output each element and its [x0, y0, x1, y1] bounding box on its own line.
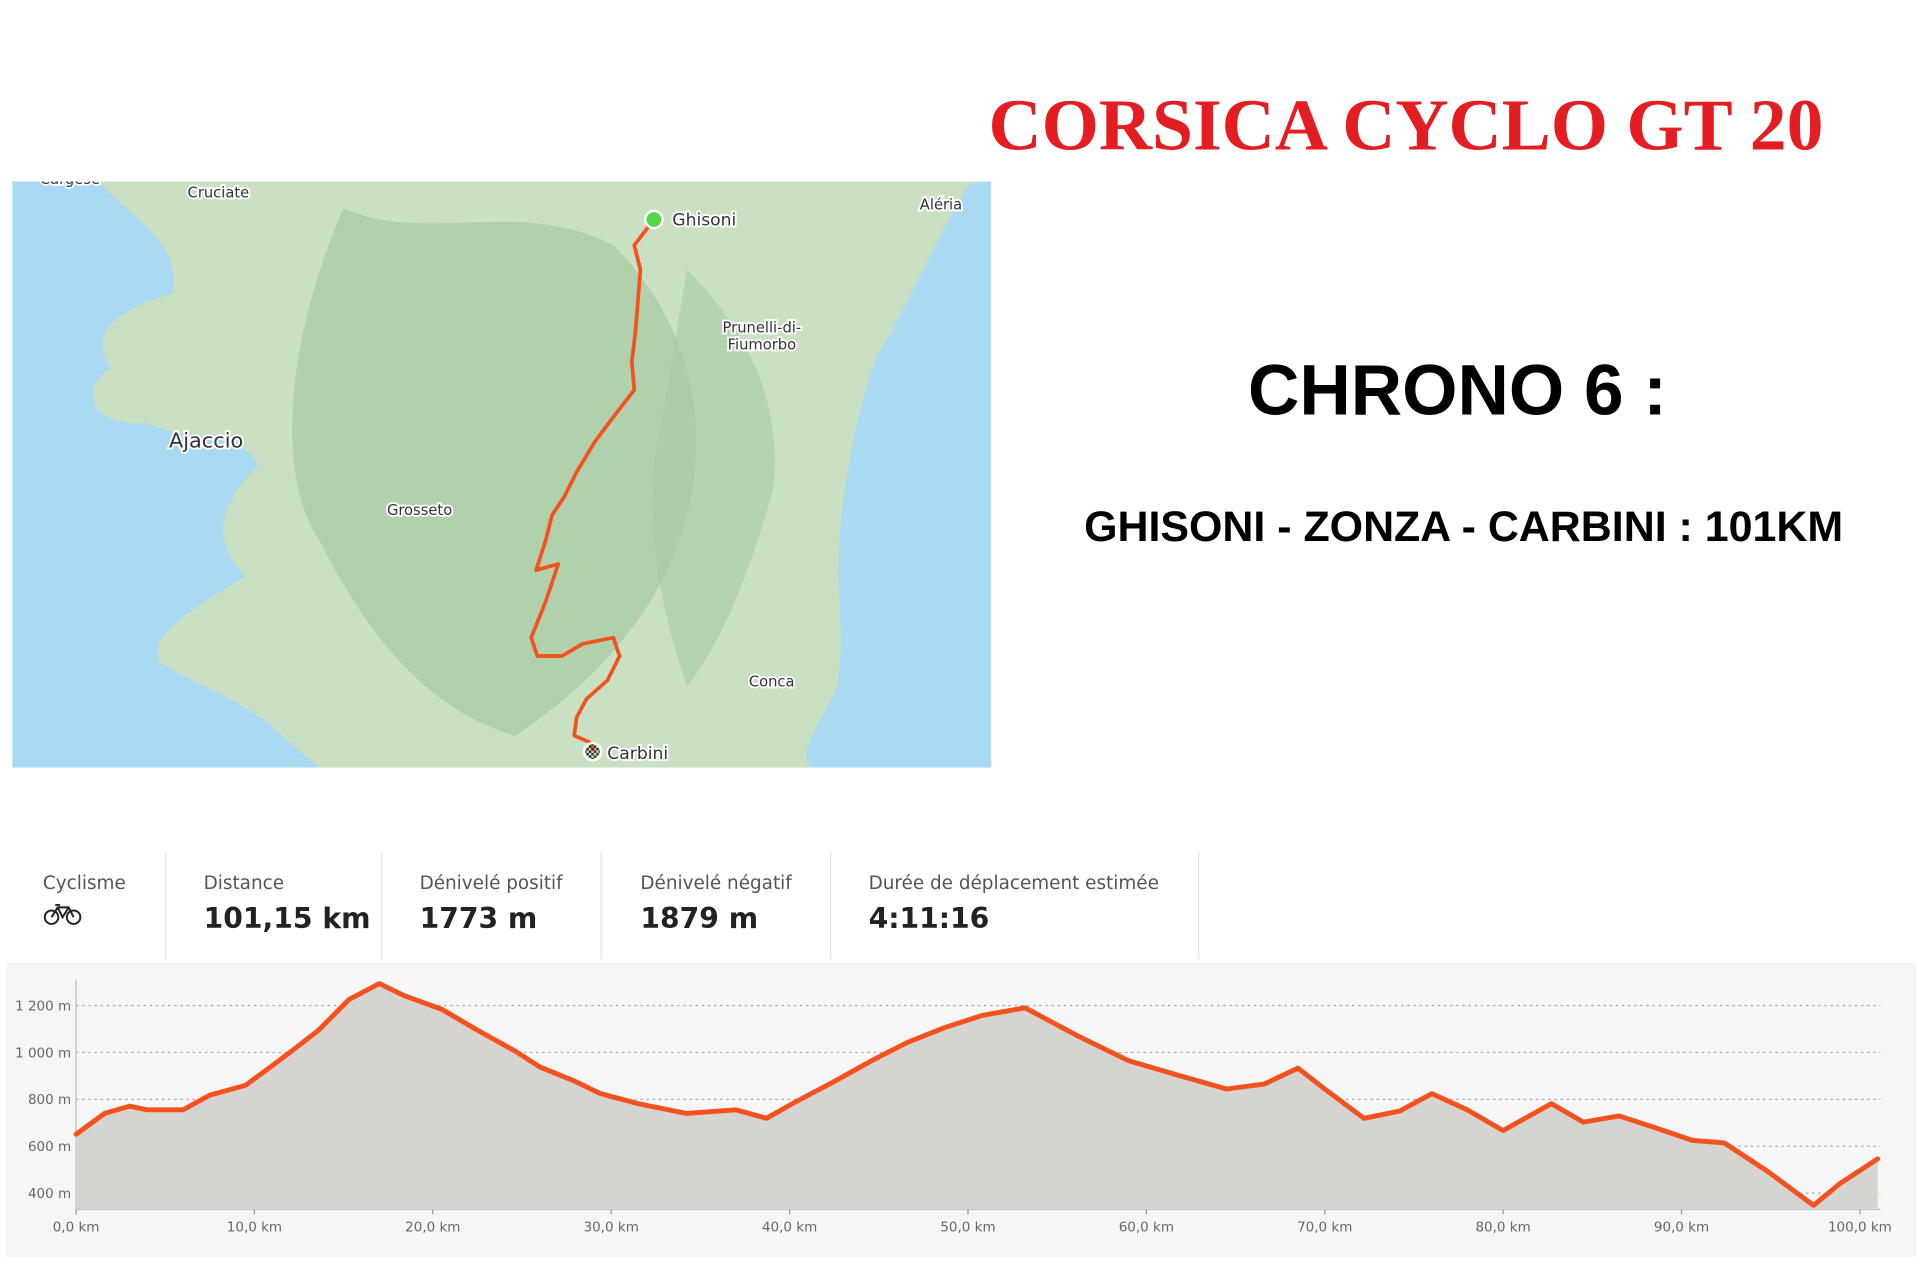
map-sea-east [806, 181, 992, 768]
x-tick-label: 40,0 km [762, 1220, 817, 1236]
stat-label: Durée de déplacement estimée [869, 873, 1159, 894]
start-marker [644, 209, 664, 230]
page-title: CORSICA CYCLO GT 20 [988, 84, 1823, 166]
stat-value: 1879 m [640, 902, 758, 935]
stat-value: 101,15 km [204, 902, 371, 935]
x-tick-label: 0,0 km [53, 1220, 100, 1236]
place-label: Conca [749, 674, 795, 691]
map-places: Cargèse Cruciate Aléria Ghisoni Prunelli-di-… [38, 171, 964, 765]
map-route [529, 218, 656, 752]
place-label: Carbini [607, 744, 668, 764]
y-tick-label: 1 200 m [15, 998, 71, 1014]
map-relief [292, 208, 697, 736]
place-label: Fiumorbo [728, 336, 797, 353]
x-tick-label: 90,0 km [1654, 1220, 1709, 1236]
route-stats: Cyclisme Distance 101,15 km Dénivelé posit… [43, 852, 1200, 959]
place-label: Grosseto [387, 502, 452, 519]
place-label: Cargèse [40, 171, 100, 188]
place-label: Aléria [920, 197, 962, 214]
map-sea-west [12, 181, 319, 768]
x-tick-label: 80,0 km [1475, 1220, 1530, 1236]
stat-label: Distance [204, 873, 284, 894]
bike-icon [43, 903, 82, 925]
x-tick-label: 50,0 km [940, 1220, 995, 1236]
y-tick-label: 1 000 m [15, 1045, 71, 1061]
y-tick-label: 800 m [28, 1092, 71, 1108]
place-label: Ghisoni [672, 211, 736, 231]
chrono-route: GHISONI - ZONZA - CARBINI : 101KM [1084, 503, 1843, 551]
x-tick-label: 70,0 km [1297, 1220, 1352, 1236]
stat-label: Dénivelé négatif [640, 873, 792, 894]
finish-marker [582, 741, 603, 762]
place-label: Cruciate [188, 184, 250, 201]
activity-label: Cyclisme [43, 873, 126, 894]
place-label: Prunelli-di- [723, 319, 802, 336]
map-relief [652, 269, 775, 687]
elevation-line [73, 981, 1881, 1208]
map: Cargèse Cruciate Aléria Ghisoni Prunelli-di-… [12, 171, 992, 768]
x-tick-label: 30,0 km [584, 1220, 639, 1236]
y-tick-label: 400 m [28, 1186, 71, 1202]
x-tick-label: 10,0 km [227, 1220, 282, 1236]
stat-label: Dénivelé positif [420, 873, 564, 894]
stat-value: 1773 m [420, 902, 538, 935]
x-tick-label: 100,0 km [1828, 1220, 1892, 1236]
place-label: Ajaccio [169, 429, 243, 453]
chrono-title: CHRONO 6 : [1248, 351, 1667, 430]
elevation-area [76, 983, 1878, 1210]
x-tick-label: 60,0 km [1119, 1220, 1174, 1236]
x-tick-label: 20,0 km [405, 1220, 460, 1236]
y-tick-label: 600 m [28, 1139, 71, 1155]
elevation-chart: 400 m 600 m 800 m 1 000 m 1 200 m 0,0 km 10,0 … [15, 979, 1892, 1236]
stat-value: 4:11:16 [869, 902, 990, 935]
